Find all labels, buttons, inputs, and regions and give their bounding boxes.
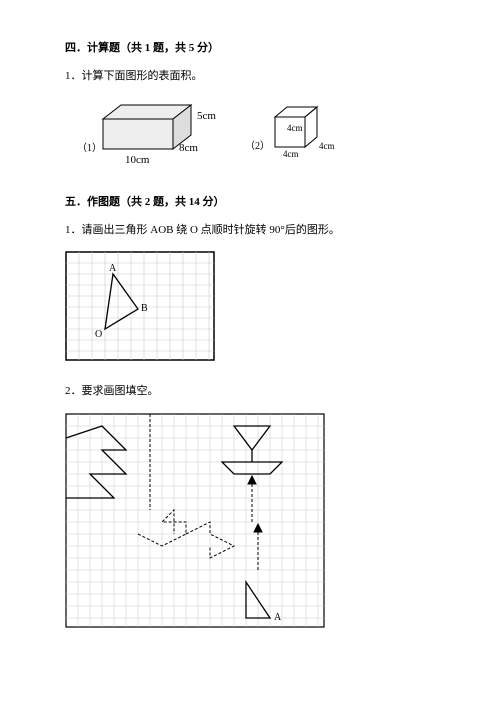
section5-q2: 2．要求画图填空。	[65, 383, 435, 401]
label-2: （2）	[245, 140, 270, 152]
section4-title: 四．计算题（共 1 题，共 5 分）	[65, 40, 435, 58]
section5-fig2: A	[65, 413, 435, 628]
triangle-label-b: B	[141, 303, 148, 314]
section5-fig1: A B O	[65, 251, 435, 361]
section5-q1: 1．请画出三角形 AOB 绕 O 点顺时针旋转 90°后的图形。	[65, 222, 435, 240]
section4-q1: 1．计算下面图形的表面积。	[65, 68, 435, 86]
grid2-svg: A	[65, 413, 325, 628]
cube-side3: 4cm	[283, 149, 299, 159]
prism-d-label: 8cm	[179, 142, 198, 154]
triangle-label-a: A	[109, 263, 117, 274]
prism-h-label: 5cm	[197, 110, 216, 122]
prism-w-label: 10cm	[125, 154, 150, 166]
section5-title: 五．作图题（共 2 题，共 14 分）	[65, 194, 435, 212]
prisms-svg: 5cm 8cm 10cm （1） 4cm 4cm 4cm （2）	[65, 97, 355, 172]
triangle-grid-svg: A B O	[65, 251, 215, 361]
triangle-label-o: O	[95, 329, 102, 340]
label-1: （1）	[77, 142, 102, 154]
fig2-label-a: A	[274, 612, 282, 623]
section4-figures: 5cm 8cm 10cm （1） 4cm 4cm 4cm （2）	[65, 97, 435, 172]
cube-side1: 4cm	[287, 123, 303, 133]
cube-side2: 4cm	[319, 141, 335, 151]
